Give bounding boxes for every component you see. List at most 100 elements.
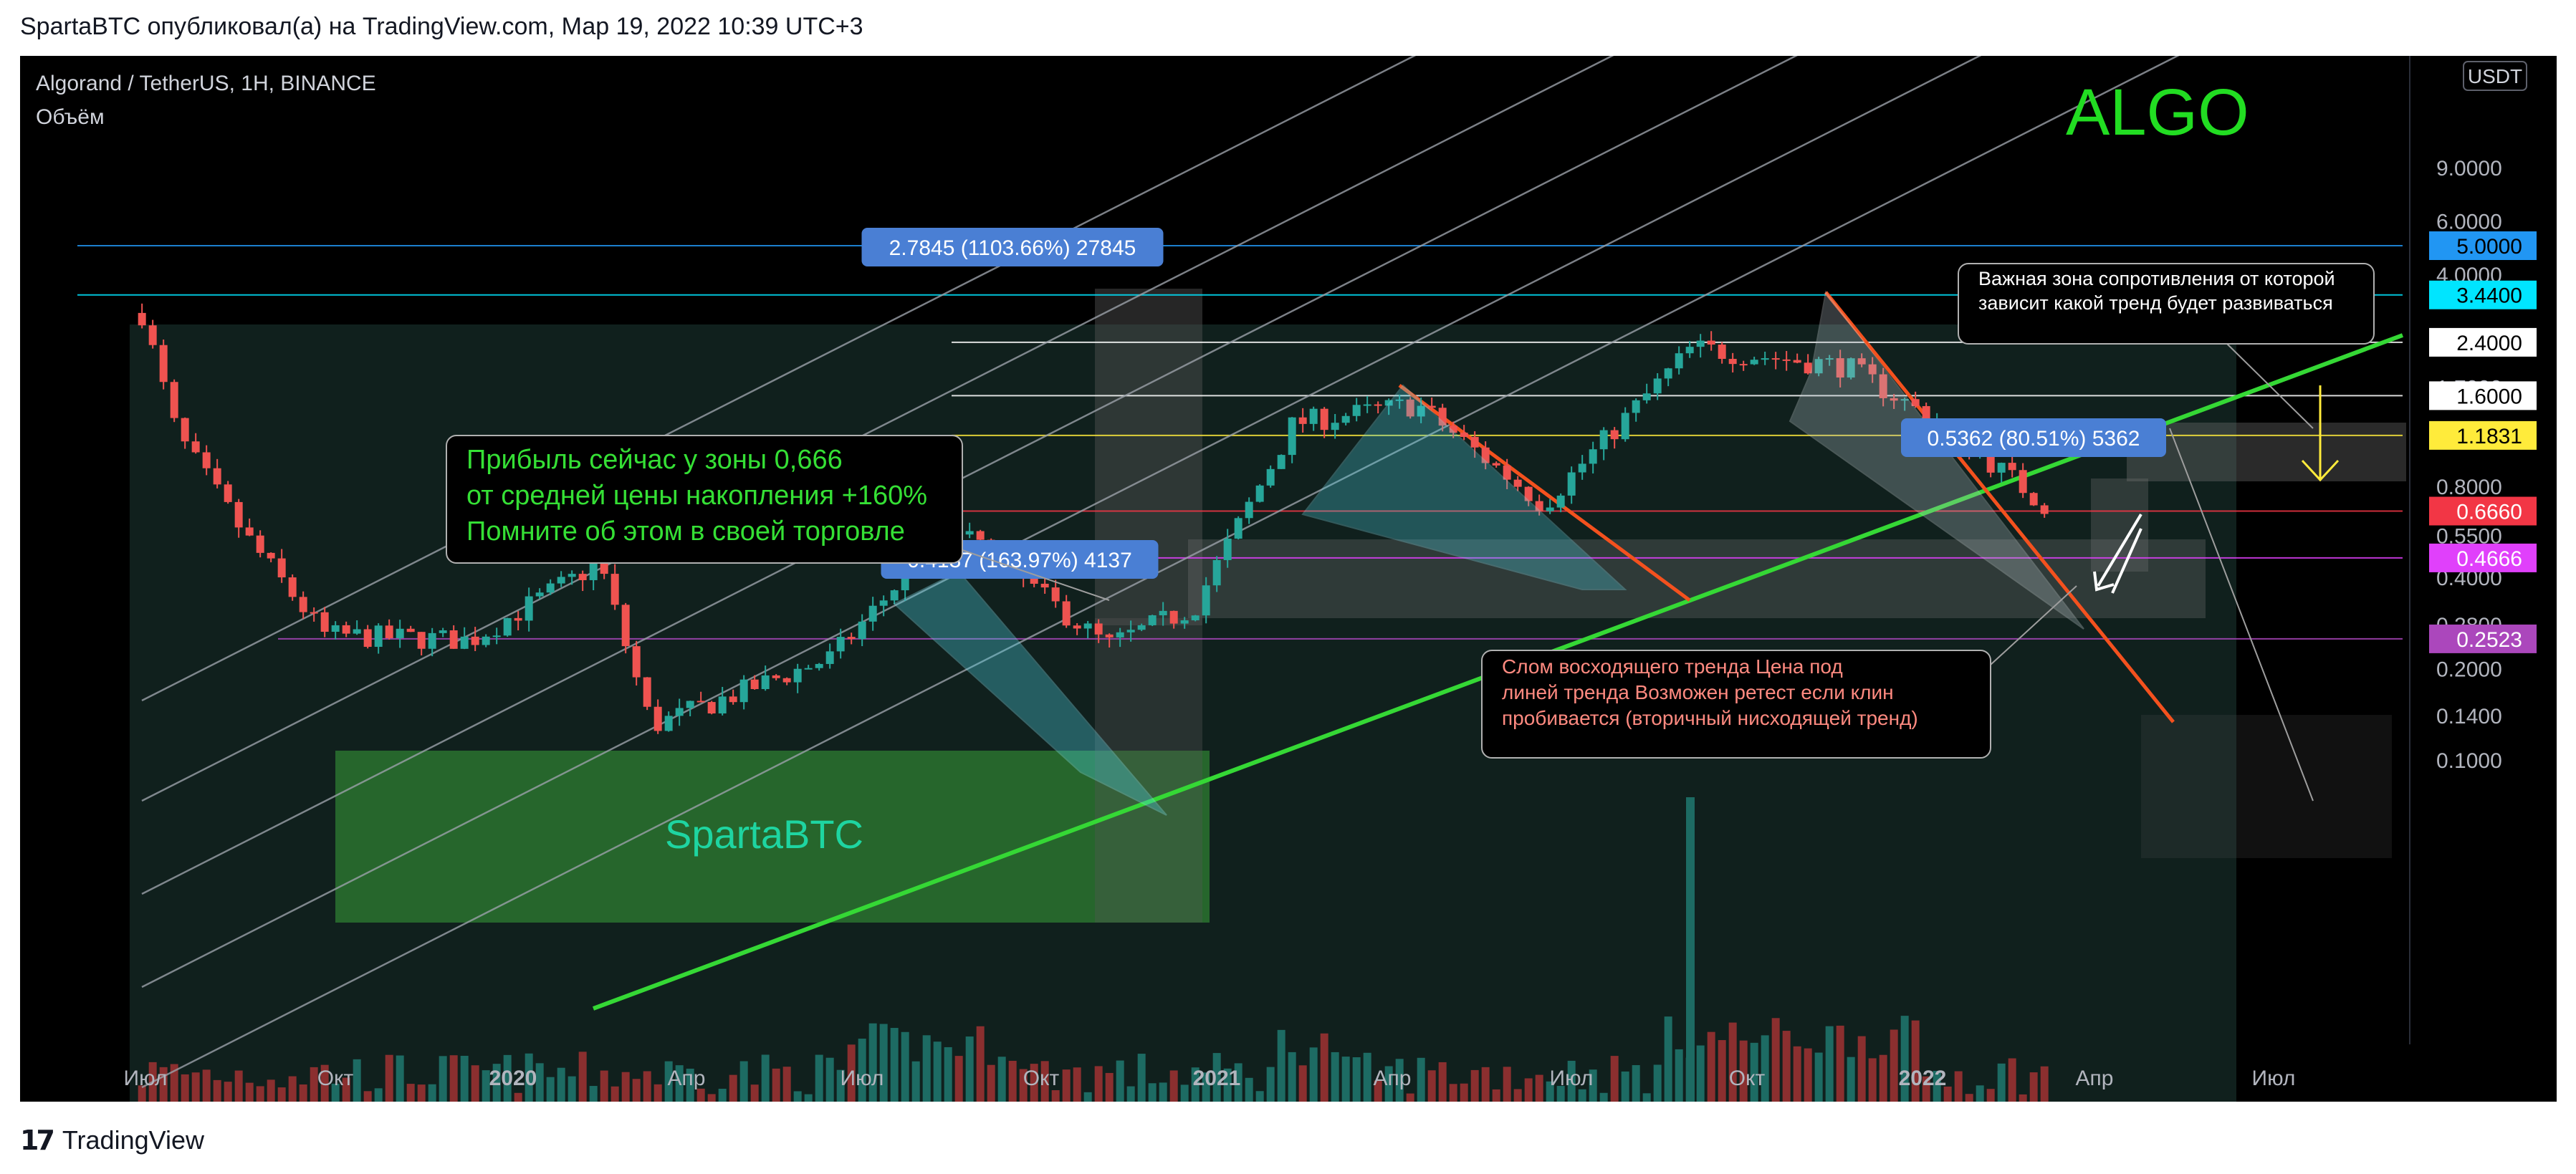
volume-bar: [944, 1047, 952, 1102]
volume-bar: [621, 1072, 630, 1102]
volume-bar: [449, 1055, 458, 1102]
volume-bar: [825, 1057, 834, 1102]
volume-bar: [1632, 1065, 1640, 1102]
candle-body: [1212, 559, 1221, 586]
volume-bar: [1019, 1069, 1028, 1102]
candle-body: [696, 701, 705, 703]
volume-bar: [1492, 1089, 1500, 1102]
volume-bar: [965, 1036, 974, 1102]
level-price-box: [2429, 280, 2537, 309]
candle-body: [1750, 360, 1758, 365]
volume-bar: [1675, 1049, 1683, 1102]
candle-body: [1245, 501, 1253, 519]
volume-bar: [1578, 1089, 1586, 1102]
brand-name[interactable]: TradingView: [62, 1125, 204, 1155]
candle-body: [1406, 399, 1414, 417]
candle-body: [1857, 358, 1866, 365]
candle-body: [653, 706, 662, 731]
volume-bar: [396, 1055, 404, 1102]
candle-body: [1900, 399, 1909, 401]
volume-bar: [1105, 1072, 1114, 1102]
volume-bar: [1438, 1062, 1447, 1102]
volume-bar: [1750, 1042, 1758, 1102]
volume-bar: [299, 1084, 307, 1102]
volume-bar: [1825, 1026, 1834, 1102]
candle-body: [976, 531, 985, 540]
candle-body: [439, 630, 447, 633]
wedge-pattern-2022: [1789, 290, 2084, 630]
candle-body: [782, 678, 791, 683]
volume-bar: [503, 1054, 512, 1102]
volume-bar: [1814, 1052, 1823, 1102]
retest-arrow: [2111, 528, 2142, 594]
level-price-label: 5.0000: [2456, 235, 2522, 259]
candle-body: [1040, 583, 1049, 588]
candle-body: [1610, 430, 1619, 440]
volume-bar: [1868, 1058, 1877, 1102]
candle-body: [632, 646, 641, 678]
volume-bar: [492, 1064, 501, 1102]
candle-body: [1030, 578, 1038, 584]
tradingview-logo-icon[interactable]: 17: [20, 1125, 55, 1156]
candle-body: [858, 621, 866, 640]
volume-bar: [1449, 1084, 1457, 1102]
candle-body: [1094, 623, 1103, 635]
candle-body: [181, 418, 189, 442]
candle-body: [1642, 393, 1651, 400]
candle-body: [1653, 378, 1662, 394]
candle-body: [890, 590, 899, 601]
measure-label-box: [861, 228, 1164, 266]
candle-body: [1728, 359, 1737, 365]
candle-body: [503, 617, 512, 636]
chart-pane[interactable]: 2.7845 (1103.66%) 27845 0.4137 (163.97%) …: [20, 56, 2557, 1102]
level-price-label: 1.1831: [2456, 425, 2522, 448]
volume-bar: [847, 1044, 856, 1102]
candle-body: [1804, 362, 1812, 374]
callout-text: зависит какой тренд будет развиваться: [1978, 292, 2333, 314]
volume-bar: [718, 1088, 727, 1102]
projection-zone: [2141, 715, 2392, 858]
volume-indicator-label: Объём: [36, 105, 105, 129]
candle-body: [449, 630, 458, 649]
candle-body: [1793, 360, 1801, 363]
level-price-label: 2.4000: [2456, 332, 2522, 355]
level-price-box: [2429, 231, 2537, 260]
volume-bar: [2040, 1066, 2049, 1102]
candle-body: [525, 596, 533, 621]
candle-body: [1986, 452, 1995, 473]
candle-body: [836, 637, 845, 652]
candle-body: [1126, 630, 1135, 632]
candle-body: [1277, 455, 1285, 469]
volume-bar: [1223, 1068, 1232, 1102]
volume-bar: [1836, 1025, 1844, 1102]
volume-bar: [1556, 1086, 1565, 1102]
candle-body: [1062, 601, 1071, 626]
candle-body: [1223, 539, 1232, 560]
volume-bar: [1245, 1077, 1253, 1102]
candle-body: [148, 325, 157, 345]
volume-bar: [1083, 1092, 1092, 1102]
volume-bar: [256, 1086, 264, 1102]
level-price-label: 3.4400: [2456, 284, 2522, 308]
candle-body: [611, 574, 619, 605]
callout-text: Прибыль сейчас у зоны 0,666: [466, 445, 843, 475]
candle-body: [1320, 408, 1328, 430]
candle-body: [342, 625, 350, 634]
candle-body: [1503, 465, 1511, 480]
volume-bar: [320, 1064, 329, 1102]
time-tick-label: Июл: [841, 1067, 884, 1090]
volume-bar: [267, 1079, 275, 1102]
candle-body: [535, 592, 544, 597]
candle-body: [396, 628, 404, 638]
candle-body: [739, 679, 748, 703]
candle-body: [1739, 364, 1748, 366]
volume-bar: [1309, 1047, 1318, 1102]
candle-body: [1470, 436, 1479, 448]
candle-body: [546, 583, 555, 593]
candle-body: [310, 612, 318, 614]
candle-body: [1234, 518, 1242, 539]
volume-bar: [191, 1072, 200, 1102]
candle-body: [1169, 610, 1178, 624]
callout-text: Слом восходящего тренда Цена под: [1502, 655, 1843, 678]
